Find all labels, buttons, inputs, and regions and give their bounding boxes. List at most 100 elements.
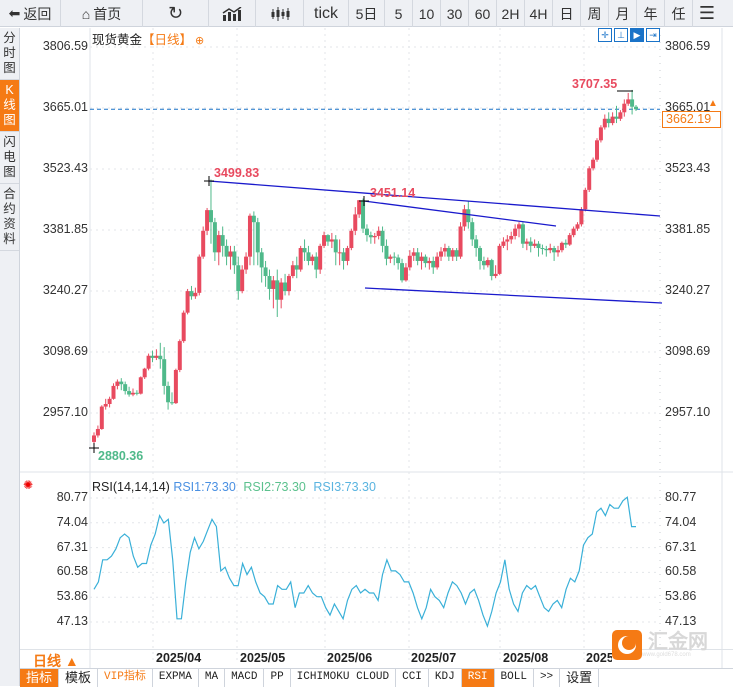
indicator-tab[interactable]: 模板 xyxy=(59,669,99,687)
indicator-tab[interactable]: 设置 xyxy=(560,669,600,687)
period-button[interactable]: 5日 xyxy=(349,0,385,27)
rsi-axis-label: 60.58 xyxy=(665,564,697,579)
price-axis-label: 3523.43 xyxy=(665,160,711,175)
price-axis-label: 3240.27 xyxy=(42,282,88,297)
period-button[interactable]: 2H xyxy=(497,0,525,27)
price-axis-label: 3665.01 xyxy=(665,99,711,114)
play-icon[interactable]: ▶ xyxy=(630,28,644,42)
back-button[interactable]: ⬅ 返回 xyxy=(0,0,61,27)
date-axis xyxy=(20,649,733,668)
date-label: 2025/07 xyxy=(411,651,457,665)
rsi-axis-label: 47.13 xyxy=(665,614,697,628)
low-price-label: 2880.36 xyxy=(98,449,144,463)
refresh-icon: ↻ xyxy=(167,3,184,23)
current-price-tag: 3662.19 xyxy=(662,111,721,128)
indicator-button[interactable] xyxy=(209,0,256,27)
chart-indicator-icon xyxy=(222,6,242,21)
date-label: 2025/04 xyxy=(156,651,202,665)
indicator-tab[interactable]: CCI xyxy=(396,669,429,687)
back-arrow-icon: ⬅ xyxy=(8,5,21,21)
home-icon: ⌂ xyxy=(81,5,91,22)
instrument-name: 现货黄金 xyxy=(92,33,143,47)
hamburger-menu-icon: ☰ xyxy=(698,3,716,23)
period-button[interactable]: 10 xyxy=(413,0,441,27)
period-button[interactable]: 30 xyxy=(441,0,469,27)
indicator-tab[interactable]: VIP指标 xyxy=(98,669,153,687)
rsi-axis-label: 74.04 xyxy=(665,514,697,529)
indicator-tab[interactable]: >> xyxy=(534,669,561,687)
indicator-tab[interactable]: 指标 xyxy=(20,669,60,687)
candlestick-icon xyxy=(271,6,289,21)
indicator-tab[interactable]: MACD xyxy=(225,669,265,687)
period-button[interactable]: 年 xyxy=(637,0,665,27)
indicator-tab[interactable]: PP xyxy=(264,669,291,687)
period-button[interactable]: 4H xyxy=(525,0,553,27)
rsi-axis-label: 80.77 xyxy=(56,490,88,504)
price-axis-label: 3806.59 xyxy=(665,39,711,53)
home-label: 首页 xyxy=(93,5,122,22)
chart-controls: ✛ ⊥ ▶ ⇥ xyxy=(598,28,660,42)
indicator-settings-icon[interactable]: ✺ xyxy=(23,478,34,492)
indicator-tab[interactable]: MA xyxy=(199,669,226,687)
rsi-header: RSI(14,14,14) RSI1:73.30 RSI2:73.30 RSI3… xyxy=(92,480,376,494)
indicator-tab[interactable]: ICHIMOKU CLOUD xyxy=(291,669,397,687)
period-button[interactable]: 5 xyxy=(385,0,413,27)
rsi1-value: RSI1:73.30 xyxy=(173,480,236,494)
scroll-end-icon[interactable]: ⇥ xyxy=(646,28,660,42)
period-button[interactable]: 月 xyxy=(609,0,637,27)
indicator-tab[interactable]: KDJ xyxy=(429,669,462,687)
watermark-name: 汇金网 xyxy=(648,631,708,653)
price-axis-label: 3098.69 xyxy=(42,343,88,358)
indicator-tab[interactable]: RSI xyxy=(461,669,495,687)
rsi-axis-label: 47.13 xyxy=(56,614,88,628)
period-button[interactable]: 日 xyxy=(553,0,581,27)
menu-button[interactable]: ☰ xyxy=(693,0,721,27)
side-tab[interactable]: 合约资料 xyxy=(0,184,19,251)
rsi-axis-label: 60.58 xyxy=(56,564,88,579)
indicator-tab[interactable]: BOLL xyxy=(495,669,534,687)
crosshair-icon[interactable]: ✛ xyxy=(598,28,612,42)
rsi-axis-label: 53.86 xyxy=(665,589,697,604)
price-axis-label: 3806.59 xyxy=(42,39,88,53)
date-label: 2025/05 xyxy=(240,651,286,665)
price-axis-label: 3240.27 xyxy=(665,282,711,297)
rsi-title: RSI(14,14,14) xyxy=(92,480,170,494)
toolbar: ⬅ 返回 ⌂ 首页 ↻ tick 5日 5 10 30 60 2H 4H 日周月年任 ☰ xyxy=(0,0,733,27)
price-axis-label: 3098.69 xyxy=(665,343,711,358)
price-axis-label: 3381.85 xyxy=(665,221,711,236)
rsi-axis-label: 80.77 xyxy=(665,490,697,504)
price-axis-label: 2957.10 xyxy=(665,405,711,419)
side-tab[interactable]: 分时图 xyxy=(0,28,19,80)
rsi-axis-label: 67.31 xyxy=(56,539,88,554)
date-label: 2025/09 xyxy=(586,651,612,665)
period-button[interactable]: 周 xyxy=(581,0,609,27)
period-selector[interactable]: 日线 ▲ xyxy=(33,653,79,669)
period-button[interactable]: 60 xyxy=(469,0,497,27)
indicator-tabs: 指标 模板 VIP指标 EXPMA MA MACD PP ICHIMOKU CLOUD CCI K… xyxy=(20,668,733,687)
indicator-tab[interactable]: EXPMA xyxy=(153,669,199,687)
gold678-logo-icon xyxy=(612,630,642,660)
chart-title: 现货黄金【日线】 ⊕ xyxy=(92,29,204,48)
rsi-axis-label: 53.86 xyxy=(56,589,88,604)
rsi-axis-label: 74.04 xyxy=(56,514,88,529)
annotation-high-april: 3499.83 xyxy=(214,166,260,180)
annotation-high-june: 3451.14 xyxy=(370,186,416,200)
period-buttons: tick 5日 5 10 30 60 2H 4H 日周月年任 xyxy=(304,0,693,27)
chart-period: 【日线】 xyxy=(142,33,193,47)
price-axis-label: 3523.43 xyxy=(42,160,88,175)
price-axis-label: 3381.85 xyxy=(42,221,88,236)
home-button[interactable]: ⌂ 首页 xyxy=(61,0,143,27)
zoom-circle-icon[interactable]: ⊕ xyxy=(195,35,205,47)
range-icon[interactable]: ⊥ xyxy=(614,28,628,42)
side-tab[interactable]: 闪电图 xyxy=(0,132,19,184)
period-button[interactable]: tick xyxy=(304,0,349,27)
rsi2-value: RSI2:73.30 xyxy=(243,480,306,494)
period-button[interactable]: 任 xyxy=(665,0,693,27)
price-up-arrow-icon: ▲ xyxy=(708,98,718,109)
refresh-button[interactable]: ↻ xyxy=(143,0,209,27)
candlestick-button[interactable] xyxy=(256,0,304,27)
date-label: 2025/08 xyxy=(503,651,549,665)
watermark: 汇金网 www.gold678.com xyxy=(612,630,708,660)
